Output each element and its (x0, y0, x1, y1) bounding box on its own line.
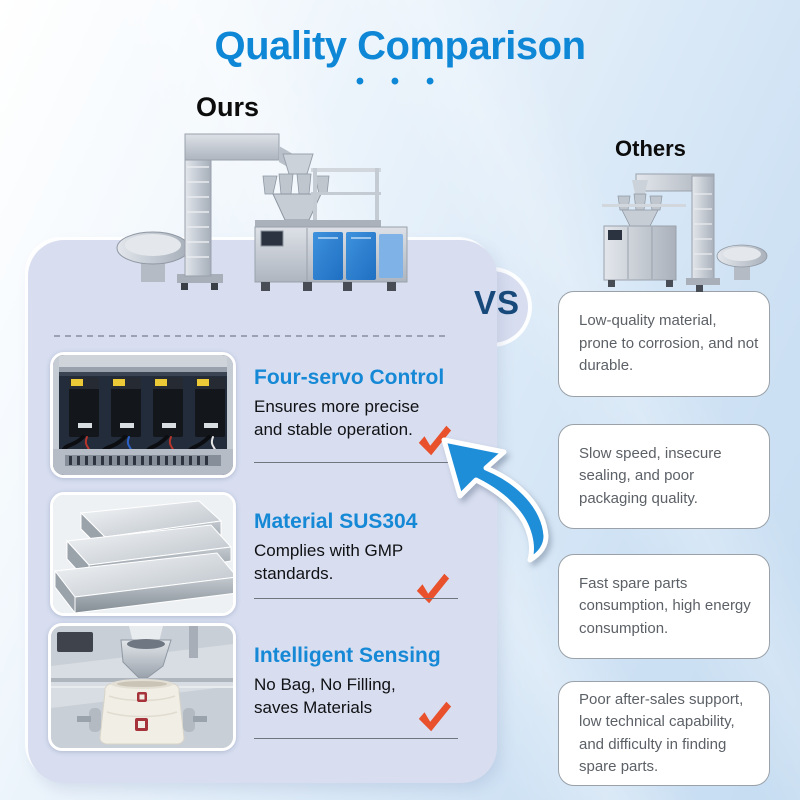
feature-divider (254, 738, 458, 739)
check-icon (416, 573, 450, 604)
feature-sensing: Intelligent Sensing No Bag, No Filling, … (254, 644, 469, 720)
steel-sheets-illustration (53, 495, 233, 613)
page-title: Quality Comparison (214, 24, 586, 68)
others-machine-image (596, 164, 771, 294)
feature-divider (254, 598, 458, 599)
title-dots: • • • (355, 68, 445, 95)
others-label: Others (615, 136, 686, 161)
feature-desc: No Bag, No Filling, saves Materials (254, 675, 396, 717)
drawback-text: Low-quality material, prone to corrosion… (579, 312, 759, 375)
ours-feature-panel: Four-servo Control Ensures more precise … (28, 240, 497, 783)
feature-four-servo: Four-servo Control Ensures more precise … (254, 366, 469, 442)
four-servo-photo (50, 352, 236, 478)
feature-title: Intelligent Sensing (254, 644, 441, 667)
ours-label: Ours (196, 92, 260, 122)
vs-label: VS (473, 284, 521, 321)
steel-sheets-photo (50, 492, 236, 616)
bag-filling-illustration (51, 626, 233, 748)
feature-divider (254, 462, 458, 463)
servo-drives-illustration (53, 355, 233, 475)
dashed-divider (54, 335, 446, 337)
bag-filling-photo (48, 623, 236, 751)
feature-title: Four-servo Control (254, 366, 445, 389)
drawback-text: Fast spare parts consumption, high energ… (579, 574, 751, 637)
feature-title: Material SUS304 (254, 510, 418, 533)
drawback-card: Low-quality material, prone to corrosion… (558, 291, 770, 397)
curved-arrow-icon (441, 437, 549, 563)
drawback-card: Poor after-sales support, low technical … (558, 681, 770, 786)
check-icon (418, 701, 452, 732)
drawback-card: Slow speed, insecure sealing, and poor p… (558, 424, 770, 529)
drawback-text: Poor after-sales support, low technical … (579, 690, 744, 776)
others-machine-illustration (602, 173, 768, 292)
drawback-text: Slow speed, insecure sealing, and poor p… (579, 444, 722, 507)
drawback-card: Fast spare parts consumption, high energ… (558, 554, 770, 659)
feature-desc: Complies with GMP standards. (254, 541, 403, 583)
check-icon (418, 425, 452, 456)
ours-machine-image (115, 112, 435, 297)
feature-desc: Ensures more precise and stable operatio… (254, 397, 420, 439)
feature-material: Material SUS304 Complies with GMP standa… (254, 510, 469, 586)
ours-machine-illustration (116, 133, 408, 291)
